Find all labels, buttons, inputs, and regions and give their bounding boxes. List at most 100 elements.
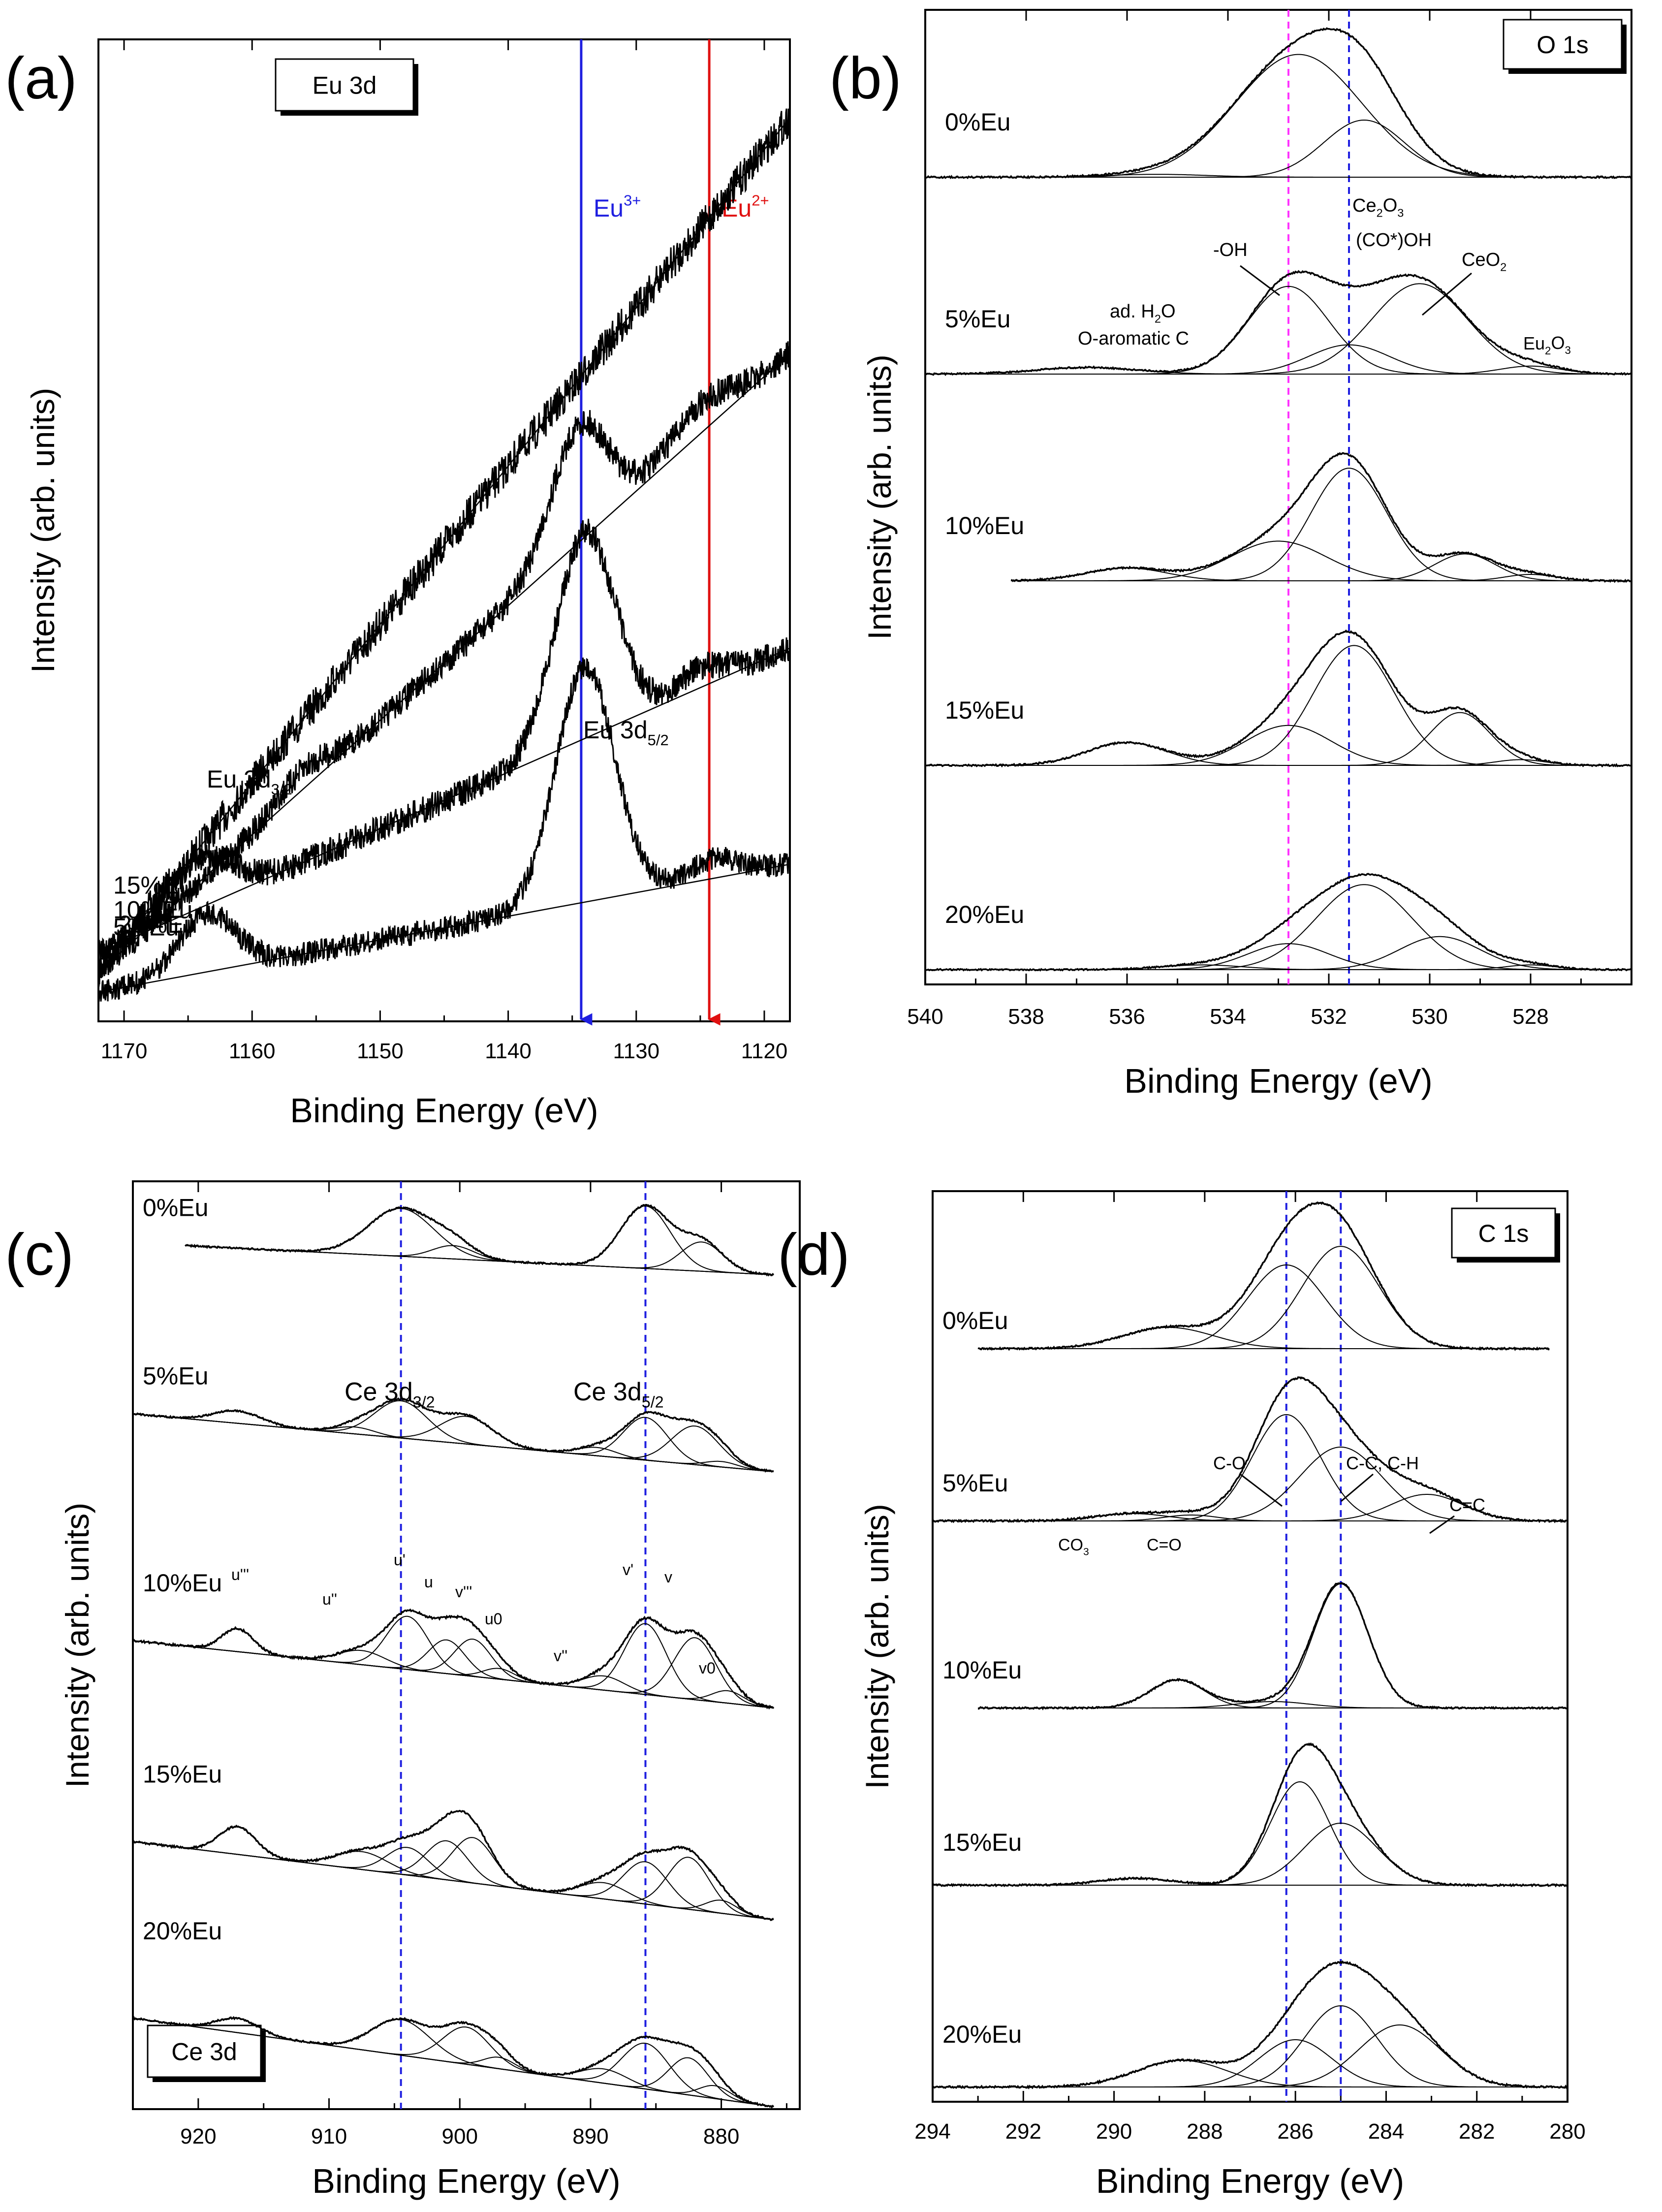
envelope-line bbox=[132, 1608, 775, 1710]
annotation-ceo: C=O bbox=[1147, 1536, 1182, 1554]
series-15%Eu: 15%Eu bbox=[132, 1761, 774, 1921]
fit-component bbox=[933, 2039, 1568, 2087]
x-tick-label: 292 bbox=[1005, 2119, 1041, 2144]
x-tick-label: 1140 bbox=[485, 1039, 532, 1063]
chart-title: Ce 3d bbox=[171, 2038, 237, 2066]
series-label: 20%Eu bbox=[143, 1917, 222, 1945]
fit-component bbox=[1011, 553, 1631, 581]
reference-label: Eu3+ bbox=[594, 192, 641, 222]
series-label: 10%Eu bbox=[942, 1656, 1022, 1684]
series-label: 15%Eu bbox=[945, 696, 1024, 724]
x-tick-label: 900 bbox=[442, 2124, 478, 2149]
fit-component bbox=[925, 712, 1631, 766]
annotation-adh2o: ad. H2O bbox=[1110, 301, 1176, 325]
fit-component bbox=[185, 1205, 774, 1275]
annotation-cc: C-C, C-H bbox=[1346, 1453, 1419, 1473]
annotation-eu3d32: Eu 3d3/2 bbox=[207, 765, 292, 798]
series-10%Eu: 10%Eu bbox=[942, 1582, 1568, 1710]
x-tick-label: 920 bbox=[180, 2124, 216, 2149]
series-label: 0%Eu bbox=[942, 1307, 1008, 1334]
annotation-co3: CO3 bbox=[1058, 1536, 1089, 1558]
fit-component bbox=[925, 759, 1631, 766]
peak-label: v bbox=[664, 1568, 672, 1586]
fit-component bbox=[132, 1628, 774, 1708]
annotation-ce3d52: Ce 3d5/2 bbox=[573, 1378, 664, 1411]
series-label: 0%Eu bbox=[945, 108, 1010, 136]
x-tick-label: 890 bbox=[572, 2124, 608, 2149]
series-20%Eu: 20%Eu bbox=[97, 658, 791, 1002]
x-tick-label: 286 bbox=[1277, 2119, 1313, 2144]
series-label: 15%Eu bbox=[143, 1761, 222, 1788]
y-axis-label: Intensity (arb. units) bbox=[59, 1503, 95, 1788]
spectrum-line bbox=[97, 108, 791, 987]
series-15%Eu: 15%Eu bbox=[925, 629, 1632, 768]
x-tick-label: 282 bbox=[1459, 2119, 1495, 2144]
panel-b: 540 538 536 534 532 530 528 Binding Energy (eV)… bbox=[829, 9, 1632, 1100]
panel-c: 920 910 900 890 880 Binding Energy (eV) Intens… bbox=[5, 1180, 801, 2200]
fit-component bbox=[978, 1264, 1550, 1349]
annotation-arrow bbox=[1240, 1473, 1283, 1507]
envelope-line bbox=[977, 1201, 1550, 1351]
series-10%Eu: 10%Eu bbox=[945, 452, 1632, 583]
series-10%Eu: 10%Eu bbox=[132, 1569, 775, 1710]
fit-component bbox=[925, 365, 1631, 375]
series-label: 20%Eu bbox=[118, 911, 197, 938]
series-0%Eu: 0%Eu bbox=[143, 1194, 775, 1277]
fit-component bbox=[925, 283, 1631, 375]
peak-label: u' bbox=[394, 1551, 406, 1569]
fit-component bbox=[132, 1826, 774, 1920]
series-label: 20%Eu bbox=[942, 2021, 1022, 2048]
envelope-line bbox=[132, 2016, 775, 2109]
x-axis-label: Binding Energy (eV) bbox=[1096, 2162, 1404, 2200]
peak-label: v0 bbox=[699, 1659, 716, 1677]
x-tick-label: 532 bbox=[1311, 1005, 1347, 1029]
series-15%Eu: 15%Eu bbox=[97, 518, 791, 964]
fit-component bbox=[132, 1623, 774, 1708]
annotations: C-O C-C, C-H C=C CO3 C=O bbox=[1058, 1453, 1485, 1558]
fit-component bbox=[132, 1640, 774, 1708]
spectrum-line bbox=[97, 518, 791, 964]
plot-frame bbox=[924, 9, 1632, 985]
panel-a: 1170 1160 1150 1140 1130 1120 Binding Energy (… bbox=[5, 38, 791, 1130]
envelope-line bbox=[132, 1809, 774, 1921]
x-tick-label: 290 bbox=[1096, 2119, 1132, 2144]
fit-component bbox=[933, 2024, 1568, 2087]
x-tick-label: 530 bbox=[1411, 1005, 1447, 1029]
annotation-arrow bbox=[1429, 1515, 1455, 1534]
fit-component bbox=[925, 285, 1631, 375]
fit-component bbox=[132, 2018, 774, 2107]
annotations: Ce2O3 (CO*)OH -OH CeO2 ad. H2O O-aromatic C Eu… bbox=[1078, 195, 1571, 357]
x-tick-label: 880 bbox=[703, 2124, 739, 2149]
envelope-line bbox=[132, 1397, 774, 1473]
series-20%Eu: 20%Eu bbox=[932, 1960, 1568, 2090]
panel-label: (d) bbox=[778, 1222, 850, 1288]
panel-label: (a) bbox=[5, 45, 77, 111]
x-tick-label: 284 bbox=[1368, 2119, 1404, 2144]
title-box bbox=[275, 58, 414, 112]
fit-component bbox=[1011, 468, 1631, 581]
series-label: 15%Eu bbox=[113, 871, 192, 899]
peak-label: u0 bbox=[485, 1610, 502, 1628]
peak-label: v'' bbox=[554, 1647, 567, 1665]
x-tick-label: 540 bbox=[907, 1005, 943, 1029]
fit-component bbox=[978, 1679, 1568, 1708]
title-box bbox=[147, 2024, 262, 2078]
fit-component bbox=[1011, 574, 1631, 581]
series-20%Eu: 20%Eu bbox=[925, 873, 1632, 972]
annotation-ce3d32: Ce 3d3/2 bbox=[345, 1378, 435, 1411]
fit-component bbox=[185, 1208, 774, 1275]
envelope-line bbox=[932, 1742, 1568, 1888]
fit-component bbox=[132, 1841, 774, 1920]
series-5%Eu: 5%Eu bbox=[932, 1376, 1568, 1523]
envelope-line bbox=[978, 1582, 1568, 1710]
series-label: 20%Eu bbox=[945, 901, 1024, 928]
annotation-arrow bbox=[1341, 1473, 1374, 1502]
x-tick-label: 534 bbox=[1210, 1005, 1246, 1029]
x-axis-label: Binding Energy (eV) bbox=[1124, 1062, 1432, 1100]
annotation-eu2o3: Eu2O3 bbox=[1523, 333, 1571, 357]
series-20%Eu: 20%Eu bbox=[132, 1917, 775, 2109]
title-box bbox=[1451, 1207, 1556, 1259]
annotations: Ce 3d3/2 Ce 3d5/2 u''' u'' u' u v''' u0 v'' v' v v0 bbox=[231, 1378, 716, 1677]
envelope-line bbox=[925, 629, 1632, 768]
